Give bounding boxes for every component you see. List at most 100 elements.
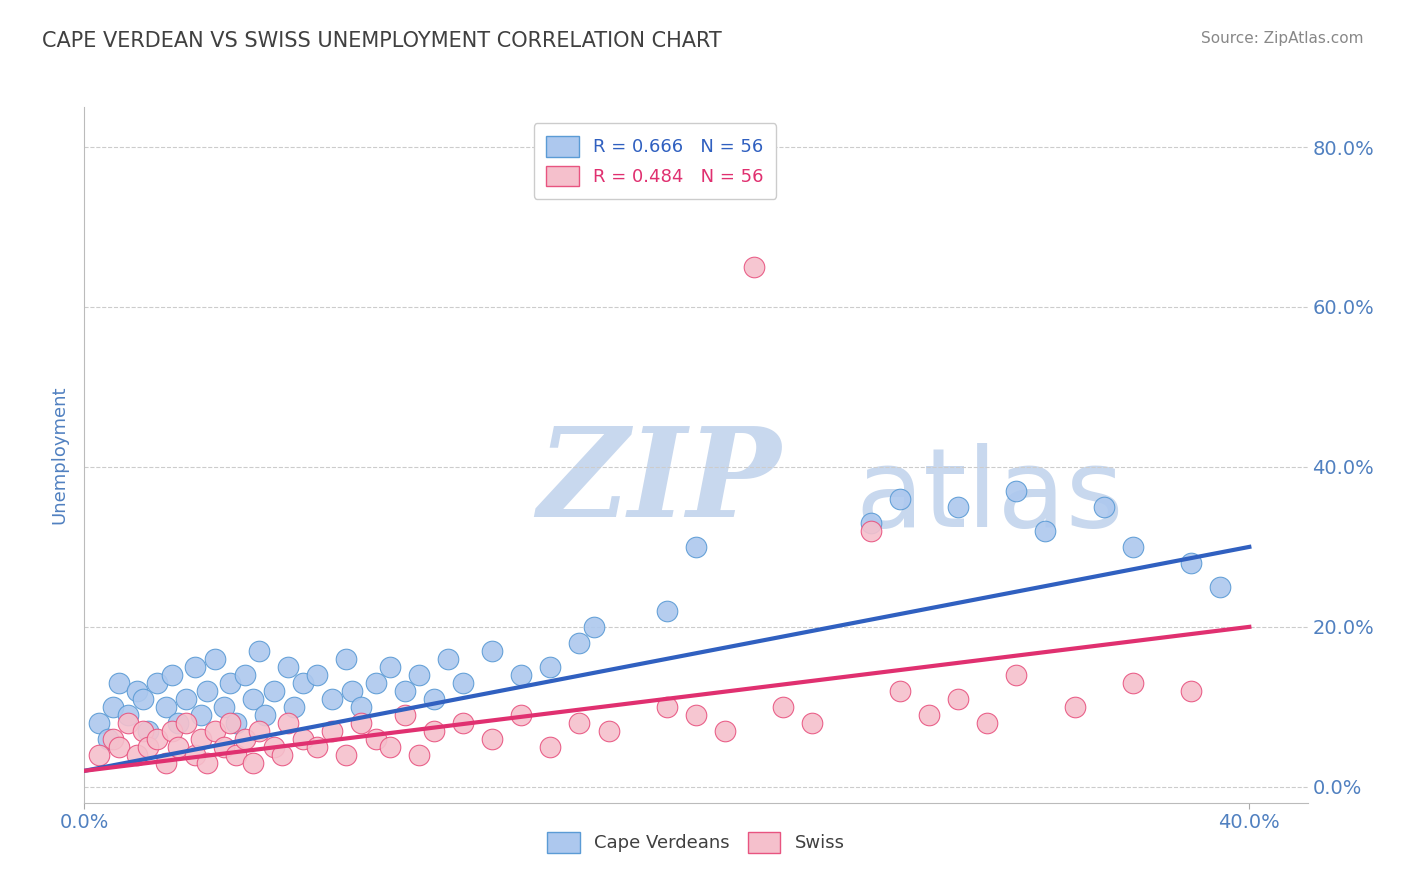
Point — [263, 739, 285, 754]
Point — [423, 691, 446, 706]
Point — [598, 723, 620, 738]
Point — [946, 691, 969, 706]
Point — [87, 715, 110, 730]
Point — [138, 739, 160, 754]
Point — [918, 707, 941, 722]
Point — [394, 707, 416, 722]
Point — [481, 731, 503, 746]
Point — [437, 652, 460, 666]
Point — [233, 731, 256, 746]
Point — [685, 540, 707, 554]
Point — [1005, 483, 1028, 498]
Point — [146, 731, 169, 746]
Point — [108, 676, 131, 690]
Point — [253, 707, 276, 722]
Point — [307, 739, 329, 754]
Point — [225, 747, 247, 762]
Point — [291, 731, 314, 746]
Point — [233, 668, 256, 682]
Point — [225, 715, 247, 730]
Point — [714, 723, 737, 738]
Text: ZIP: ZIP — [537, 422, 780, 543]
Point — [166, 715, 188, 730]
Point — [146, 676, 169, 690]
Point — [271, 747, 294, 762]
Point — [538, 739, 561, 754]
Point — [685, 707, 707, 722]
Point — [364, 676, 387, 690]
Point — [176, 691, 198, 706]
Point — [283, 699, 305, 714]
Point — [219, 715, 242, 730]
Point — [408, 747, 430, 762]
Point — [1180, 683, 1202, 698]
Point — [155, 756, 177, 770]
Point — [291, 676, 314, 690]
Point — [889, 683, 911, 698]
Point — [423, 723, 446, 738]
Text: atlas: atlas — [855, 443, 1123, 550]
Point — [451, 676, 474, 690]
Point — [772, 699, 794, 714]
Point — [946, 500, 969, 514]
Point — [335, 747, 357, 762]
Point — [976, 715, 998, 730]
Point — [742, 260, 765, 274]
Point — [859, 524, 882, 538]
Point — [889, 491, 911, 506]
Point — [481, 644, 503, 658]
Point — [219, 676, 242, 690]
Point — [212, 739, 235, 754]
Point — [568, 636, 591, 650]
Point — [408, 668, 430, 682]
Point — [212, 699, 235, 714]
Point — [204, 652, 226, 666]
Point — [342, 683, 364, 698]
Point — [166, 739, 188, 754]
Point — [583, 620, 606, 634]
Point — [1122, 540, 1144, 554]
Point — [655, 699, 678, 714]
Point — [350, 715, 373, 730]
Point — [1005, 668, 1028, 682]
Point — [190, 707, 212, 722]
Point — [103, 699, 125, 714]
Y-axis label: Unemployment: Unemployment — [51, 385, 69, 524]
Point — [321, 691, 343, 706]
Point — [204, 723, 226, 738]
Point — [247, 644, 270, 658]
Point — [138, 723, 160, 738]
Point — [184, 747, 207, 762]
Point — [117, 707, 139, 722]
Point — [277, 660, 299, 674]
Point — [87, 747, 110, 762]
Point — [195, 683, 218, 698]
Point — [538, 660, 561, 674]
Point — [1122, 676, 1144, 690]
Point — [1180, 556, 1202, 570]
Point — [125, 683, 148, 698]
Point — [131, 691, 153, 706]
Text: CAPE VERDEAN VS SWISS UNEMPLOYMENT CORRELATION CHART: CAPE VERDEAN VS SWISS UNEMPLOYMENT CORRE… — [42, 31, 721, 51]
Point — [307, 668, 329, 682]
Point — [655, 604, 678, 618]
Point — [380, 739, 402, 754]
Point — [125, 747, 148, 762]
Point — [510, 707, 533, 722]
Point — [568, 715, 591, 730]
Point — [380, 660, 402, 674]
Point — [801, 715, 824, 730]
Point — [155, 699, 177, 714]
Point — [451, 715, 474, 730]
Point — [394, 683, 416, 698]
Point — [1063, 699, 1085, 714]
Point — [195, 756, 218, 770]
Point — [242, 756, 264, 770]
Point — [263, 683, 285, 698]
Point — [160, 668, 183, 682]
Point — [242, 691, 264, 706]
Point — [131, 723, 153, 738]
Text: Source: ZipAtlas.com: Source: ZipAtlas.com — [1201, 31, 1364, 46]
Point — [97, 731, 120, 746]
Legend: Cape Verdeans, Swiss: Cape Verdeans, Swiss — [536, 821, 856, 863]
